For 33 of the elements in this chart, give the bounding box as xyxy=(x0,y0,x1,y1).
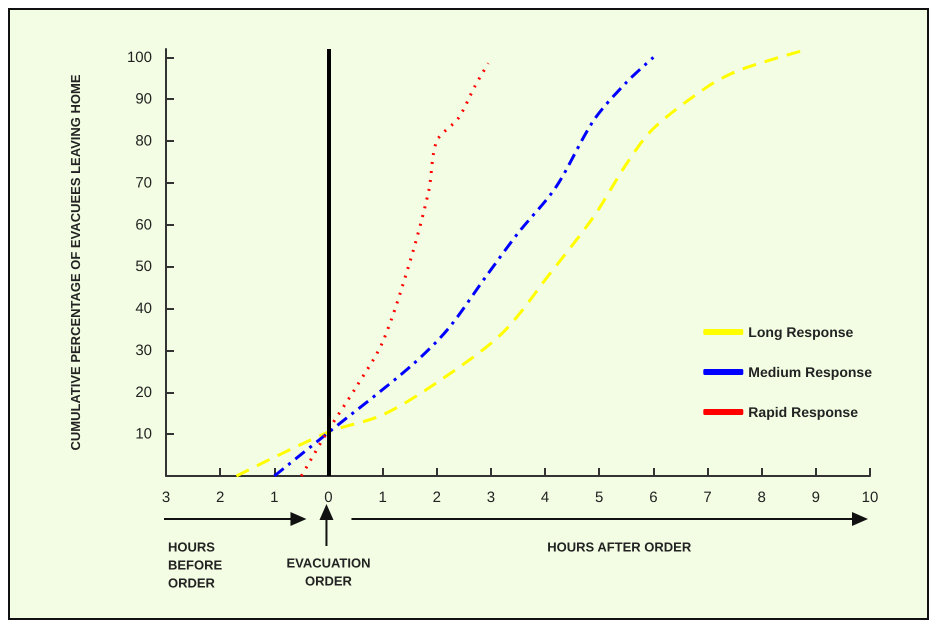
x-tick-label: 0 xyxy=(324,489,333,506)
y-tick-label: 80 xyxy=(135,132,152,150)
y-tick-label: 40 xyxy=(135,300,152,318)
y-tick-label: 20 xyxy=(135,384,152,401)
text: EVACUATION ORDER xyxy=(286,556,370,588)
x-tick-label: 1 xyxy=(270,489,278,506)
text: HOURS AFTER ORDER xyxy=(547,540,692,554)
text: HOURS BEFORE ORDER xyxy=(168,540,222,590)
x-tick-label: 2 xyxy=(432,489,441,506)
x-tick-label: 3 xyxy=(486,489,496,506)
y-tick-label: 10 xyxy=(135,426,152,443)
line-series xyxy=(300,62,490,478)
y-tick-label: 100 xyxy=(126,48,152,66)
y-tick-label: 70 xyxy=(135,174,152,192)
line-series xyxy=(272,56,655,478)
x-tick-label: 10 xyxy=(862,489,878,506)
x-tick-label: 5 xyxy=(595,489,604,506)
x-tick-label: 9 xyxy=(812,489,820,506)
legend-label: Rapid Response xyxy=(748,404,858,420)
x-tick-label: 1 xyxy=(378,489,387,506)
y-tick-label: 50 xyxy=(135,258,152,276)
x-tick-label: 4 xyxy=(540,489,550,506)
legend-label: Long Response xyxy=(748,324,854,340)
y-tick-label: 60 xyxy=(135,216,152,234)
y-axis-title: CUMULATIVE PERCENTAGE OF EVACUEES LEAVING HOME xyxy=(68,74,83,451)
x-tick-label: 2 xyxy=(216,489,224,506)
x-tick-label: 3 xyxy=(162,489,170,506)
x-tick-label: 8 xyxy=(758,489,766,506)
x-tick-label: 7 xyxy=(703,489,712,506)
y-tick-label: 90 xyxy=(135,90,152,108)
x-tick-label: 6 xyxy=(649,489,658,506)
legend-label: Medium Response xyxy=(748,364,872,380)
y-tick-label: 30 xyxy=(135,342,152,359)
